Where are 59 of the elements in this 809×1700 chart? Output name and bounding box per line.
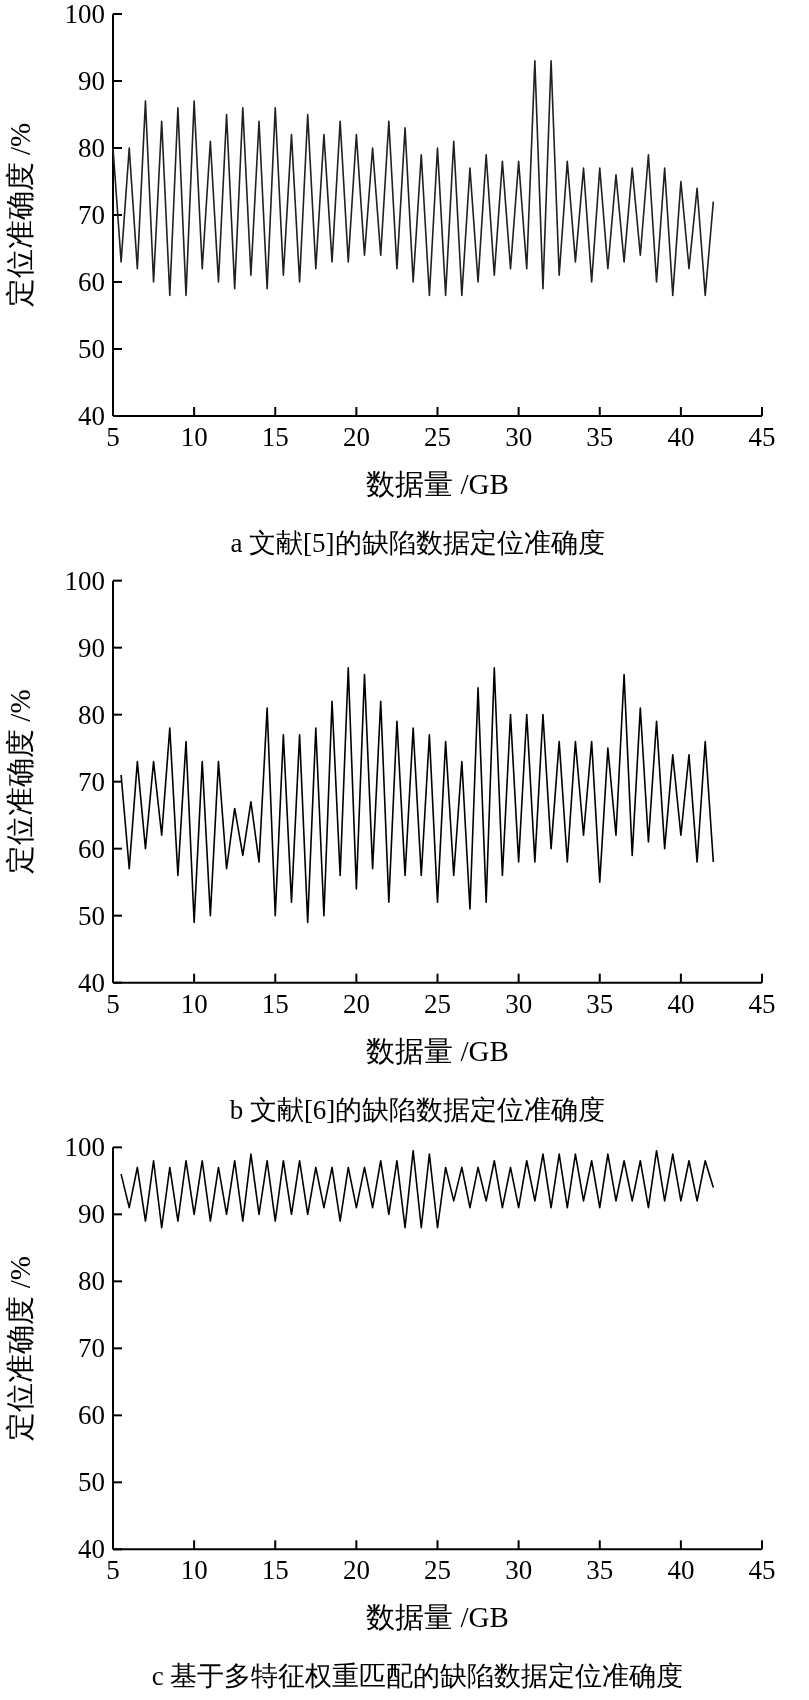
x-tick-label: 35	[586, 988, 614, 1019]
x-tick-label: 40	[667, 422, 695, 452]
y-tick-label: 60	[78, 833, 105, 864]
y-tick-label: 80	[78, 699, 105, 730]
x-tick-label: 15	[261, 988, 289, 1019]
y-tick-label: 70	[78, 200, 105, 230]
x-tick-label: 5	[106, 1555, 120, 1586]
line-series	[112, 60, 715, 297]
x-tick-label: 40	[667, 988, 695, 1019]
x-tick-label: 35	[586, 1555, 614, 1586]
y-tick-label: 50	[78, 1467, 105, 1498]
y-axis-title: 定位准确度 /%	[4, 122, 36, 308]
x-tick-label: 25	[424, 1555, 451, 1586]
y-tick-label: 40	[78, 967, 105, 998]
x-tick-label: 25	[424, 422, 451, 452]
y-tick-label: 50	[78, 900, 105, 931]
x-tick-label: 20	[342, 422, 370, 452]
x-tick-label: 40	[667, 1555, 695, 1586]
y-axis-title: 定位准确度 /%	[4, 689, 36, 874]
y-tick-label: 100	[64, 1132, 105, 1163]
line-series	[120, 1149, 715, 1229]
x-tick-label: 10	[180, 1555, 208, 1586]
y-tick-label: 50	[78, 334, 105, 364]
y-axis-title: 定位准确度 /%	[4, 1256, 36, 1441]
y-tick-label: 70	[78, 766, 105, 797]
y-tick-label: 90	[78, 632, 105, 663]
x-tick-label: 45	[748, 988, 776, 1019]
x-axis-title: 数据量 /GB	[366, 1034, 509, 1067]
y-tick-label: 90	[78, 66, 105, 96]
y-tick-label: 60	[78, 267, 105, 297]
y-tick-label: 40	[78, 1534, 105, 1565]
y-tick-label: 40	[78, 401, 105, 431]
y-tick-label: 100	[64, 565, 105, 596]
text: c 基于多特征权重匹配的缺陷数据定位准确度	[151, 1661, 684, 1692]
x-tick-label: 45	[748, 1555, 776, 1586]
y-tick-label: 90	[78, 1199, 105, 1230]
x-tick-label: 20	[342, 988, 370, 1019]
x-tick-label: 15	[261, 1555, 289, 1586]
x-tick-label: 10	[180, 988, 208, 1019]
y-tick-label: 70	[78, 1333, 105, 1364]
x-tick-label: 10	[180, 422, 208, 452]
text: b 文献[6]的缺陷数据定位准确度	[229, 1094, 606, 1125]
x-tick-label: 5	[106, 422, 120, 452]
x-tick-label: 5	[106, 988, 120, 1019]
x-tick-label: 15	[261, 422, 289, 452]
y-tick-label: 60	[78, 1400, 105, 1431]
x-tick-label: 35	[586, 422, 614, 452]
y-tick-label: 100	[64, 0, 105, 29]
x-tick-label: 30	[505, 422, 533, 452]
x-axis-title: 数据量 /GB	[366, 1601, 509, 1634]
text: a 文献[5]的缺陷数据定位准确度	[230, 528, 605, 558]
x-tick-label: 20	[342, 1555, 370, 1586]
y-tick-label: 80	[78, 1266, 105, 1297]
x-tick-label: 25	[424, 988, 451, 1019]
x-tick-label: 30	[505, 988, 533, 1019]
x-tick-label: 45	[748, 422, 776, 452]
y-tick-label: 80	[78, 133, 105, 163]
x-axis-title: 数据量 /GB	[366, 468, 509, 500]
x-tick-label: 30	[505, 1555, 533, 1586]
